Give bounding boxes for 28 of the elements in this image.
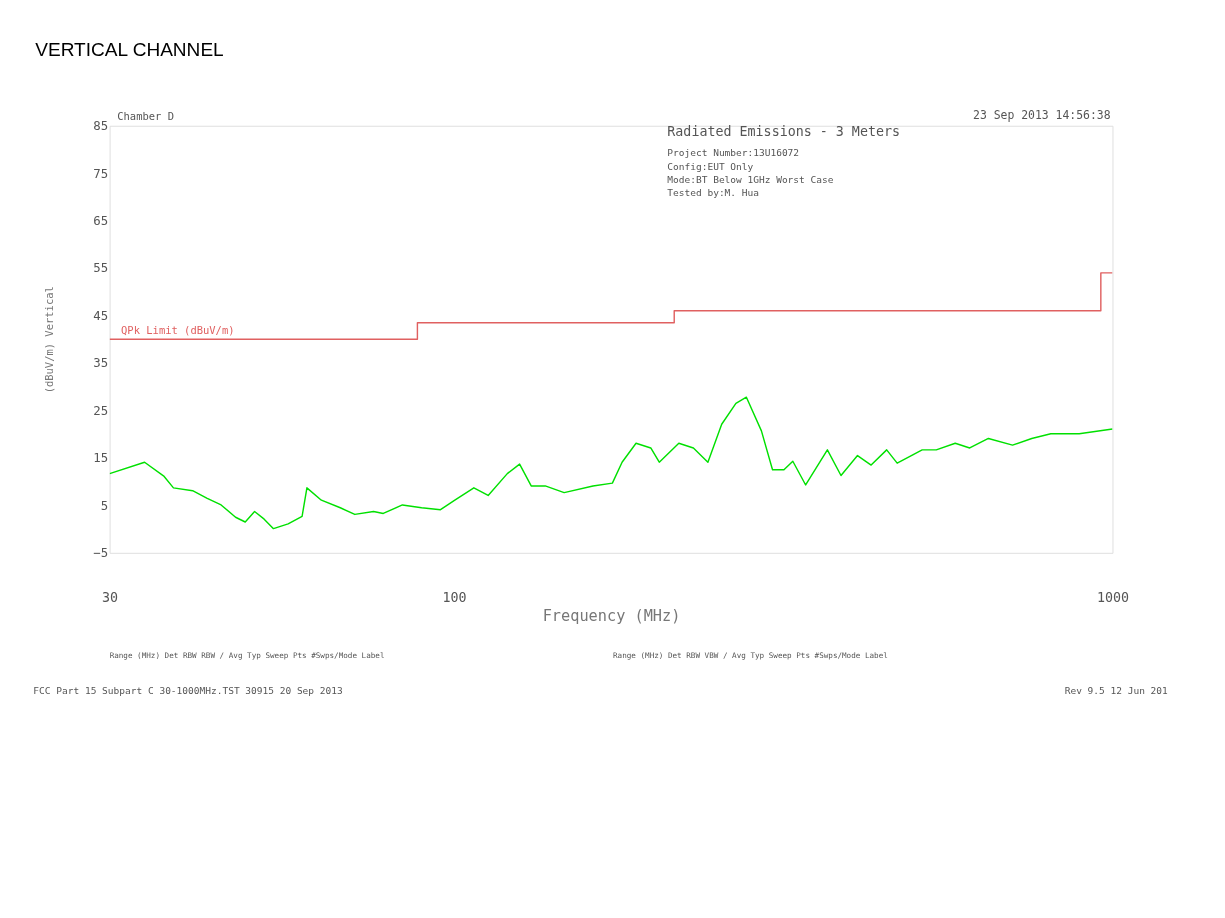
- text: Range (MHz) Det RBW RBW / Avg Typ Sweep Pts #Swps/Mode Label: [109, 650, 385, 660]
- y-axis-title: (dBuV/m) Vertical: [43, 286, 56, 394]
- text: FCC Part 15 Subpart C 30-1000MHz.TST 30915 20 Sep 2013: [33, 684, 343, 696]
- y-tick-label: 45: [93, 307, 109, 323]
- x-tick-label: 1000: [1096, 589, 1130, 605]
- x-tick-label: 30: [102, 589, 119, 605]
- y-tick-label: 85: [93, 118, 109, 134]
- y-tick-label: 5: [100, 497, 109, 513]
- annotation: Config:EUT Only: [667, 160, 754, 172]
- y-tick-label: 35: [93, 355, 109, 371]
- annotation: Tested by:M. Hua: [667, 187, 759, 199]
- text: Rev 9.5 12 Jun 201: [1064, 684, 1169, 696]
- y-tick-label: 55: [93, 260, 109, 276]
- y-tick-label: 15: [93, 450, 109, 466]
- y-tick-label: −5: [93, 545, 109, 561]
- x-tick-label: 100: [442, 589, 467, 605]
- annotation: Mode:BT Below 1GHz Worst Case: [667, 173, 834, 185]
- annotation: Radiated Emissions - 3 Meters: [667, 124, 901, 140]
- text: Chamber D: [117, 110, 174, 123]
- chart-title: VERTICAL CHANNEL: [35, 39, 224, 61]
- y-tick-label: 75: [93, 165, 109, 181]
- y-tick-label: 65: [93, 212, 109, 228]
- text: 23 Sep 2013 14:56:38: [973, 108, 1111, 123]
- annotation: Project Number:13U16072: [667, 147, 800, 159]
- y-tick-label: 25: [93, 402, 109, 418]
- series-label: QPk Limit (dBuV/m): [121, 323, 235, 336]
- text: Range (MHz) Det RBW VBW / Avg Typ Sweep Pts #Swps/Mode Label: [612, 650, 888, 660]
- x-axis-title: Frequency (MHz): [542, 607, 681, 626]
